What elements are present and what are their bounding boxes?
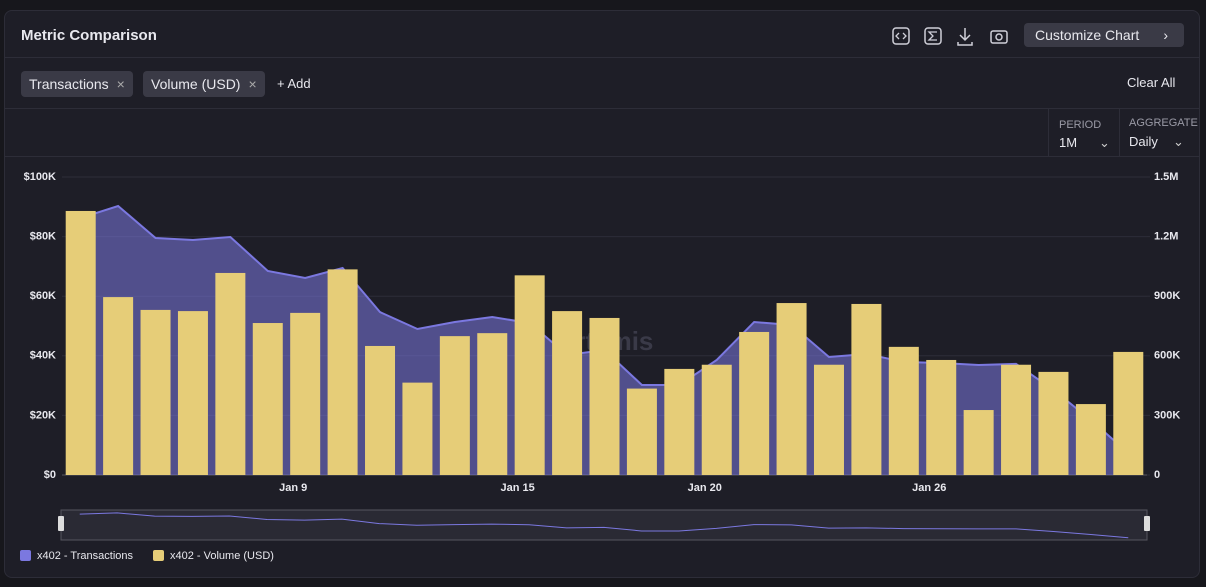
bar <box>252 323 283 475</box>
bar <box>963 410 994 475</box>
bar <box>739 331 770 475</box>
bar <box>1038 371 1069 475</box>
y2-tick-label: 1.2M <box>1154 231 1178 243</box>
period-label: PERIOD <box>1059 119 1102 131</box>
chip-label: Volume (USD) <box>151 76 241 92</box>
navigator[interactable] <box>60 509 1148 541</box>
bar <box>1075 404 1106 475</box>
y-tick-label: $0 <box>44 469 56 481</box>
chip[interactable]: Transactions × <box>21 71 133 97</box>
bar <box>701 364 732 475</box>
navigator-handle[interactable] <box>1144 516 1150 531</box>
x-tick-label: Jan 20 <box>688 482 722 494</box>
bar <box>776 303 807 475</box>
y2-tick-label: 1.5M <box>1154 171 1178 183</box>
divider <box>1048 109 1049 156</box>
bar <box>851 303 882 475</box>
x-tick-label: Jan 15 <box>501 482 535 494</box>
customize-label: Customize Chart <box>1035 27 1140 43</box>
bar <box>813 364 844 475</box>
y2-tick-label: 900K <box>1154 290 1180 302</box>
clear-button[interactable]: Clear All <box>1127 75 1176 90</box>
period-select[interactable]: 1M ⌄ <box>1059 135 1110 150</box>
bar <box>888 346 919 475</box>
navigator-handle[interactable] <box>58 516 64 531</box>
bar <box>402 382 433 475</box>
bar <box>477 333 508 475</box>
divider <box>5 108 1199 109</box>
customize-button[interactable]: Customize Chart › <box>1024 23 1184 47</box>
bar <box>177 311 208 475</box>
aggregate-label: AGGREGATE <box>1129 117 1198 129</box>
bar <box>290 312 321 475</box>
divider <box>1119 109 1120 156</box>
aggregate-value: Daily <box>1129 134 1158 149</box>
bar <box>1113 351 1144 475</box>
aggregate-select[interactable]: Daily ⌄ <box>1129 134 1184 149</box>
y2-tick-label: 600K <box>1154 350 1180 362</box>
legend-swatch <box>153 550 164 561</box>
divider <box>5 57 1199 58</box>
bar <box>552 311 583 475</box>
bar <box>589 317 620 475</box>
divider <box>5 156 1199 157</box>
bar <box>215 272 246 475</box>
y-tick-label: $100K <box>24 171 56 183</box>
plot <box>62 176 1150 476</box>
bar <box>327 269 358 475</box>
bar <box>626 388 657 475</box>
toolbar-icons[interactable] <box>890 25 1010 47</box>
bar <box>514 275 545 475</box>
add-button[interactable]: + Add <box>277 76 311 91</box>
bar <box>140 309 171 475</box>
y-tick-label: $20K <box>30 409 56 421</box>
chip[interactable]: Volume (USD) × <box>143 71 265 97</box>
y-tick-label: $80K <box>30 231 56 243</box>
y2-tick-label: 0 <box>1154 469 1160 481</box>
legend-swatch <box>20 550 31 561</box>
y-tick-label: $40K <box>30 350 56 362</box>
x-tick-label: Jan 9 <box>279 482 307 494</box>
y-tick-label: $60K <box>30 290 56 302</box>
title: Metric Comparison <box>21 27 157 44</box>
bar <box>103 297 134 475</box>
bar <box>926 359 957 475</box>
bar <box>439 336 470 475</box>
chip-label: Transactions <box>29 76 109 92</box>
navigator-line <box>79 512 1129 539</box>
y2-tick-label: 300K <box>1154 409 1180 421</box>
period-value: 1M <box>1059 135 1078 150</box>
legend-label: x402 - Volume (USD) <box>170 550 274 562</box>
bar <box>664 368 695 475</box>
bar <box>365 345 396 475</box>
x-tick-label: Jan 26 <box>912 482 946 494</box>
legend-label: x402 - Transactions <box>37 550 133 562</box>
bar <box>65 210 96 476</box>
bar <box>1001 364 1032 475</box>
